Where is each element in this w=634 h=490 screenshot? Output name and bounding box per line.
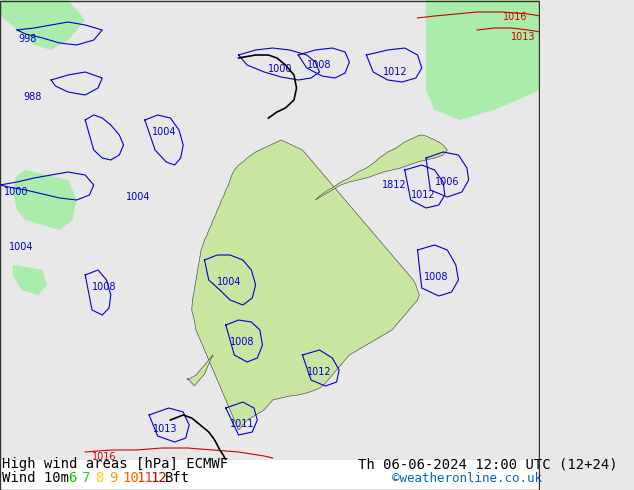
Text: 1016: 1016 <box>92 452 117 462</box>
Text: Th 06-06-2024 12:00 UTC (12+24): Th 06-06-2024 12:00 UTC (12+24) <box>358 457 618 471</box>
Text: 1013: 1013 <box>511 32 536 42</box>
Text: 1011: 1011 <box>230 419 255 429</box>
Text: 1008: 1008 <box>92 282 117 292</box>
Text: Bft: Bft <box>165 471 190 485</box>
Text: 998: 998 <box>19 34 37 44</box>
Text: 1006: 1006 <box>434 177 459 187</box>
Text: 1008: 1008 <box>307 60 331 70</box>
Text: 1004: 1004 <box>217 277 242 287</box>
Bar <box>0 460 540 490</box>
Polygon shape <box>0 0 85 50</box>
Text: 11: 11 <box>136 471 153 485</box>
Text: ©weatheronline.co.uk: ©weatheronline.co.uk <box>392 472 542 485</box>
Text: 1012: 1012 <box>411 190 436 200</box>
Text: 1008: 1008 <box>424 272 449 282</box>
Text: 10: 10 <box>123 471 139 485</box>
Text: 1012: 1012 <box>384 67 408 77</box>
Text: 988: 988 <box>24 92 42 102</box>
Polygon shape <box>426 0 540 120</box>
Text: 1000: 1000 <box>268 64 293 74</box>
Text: 1012: 1012 <box>307 367 332 377</box>
Text: 1008: 1008 <box>230 337 255 347</box>
Polygon shape <box>191 140 419 430</box>
Text: 6: 6 <box>68 471 77 485</box>
Text: 1004: 1004 <box>126 192 151 202</box>
Text: 7: 7 <box>82 471 90 485</box>
Text: High wind areas [hPa] ECMWF: High wind areas [hPa] ECMWF <box>2 457 228 471</box>
Text: 1812: 1812 <box>382 180 406 190</box>
Text: 1004: 1004 <box>152 127 176 137</box>
Text: 12: 12 <box>150 471 167 485</box>
Polygon shape <box>188 355 213 386</box>
Text: 1004: 1004 <box>8 242 33 252</box>
Text: 1013: 1013 <box>153 424 178 434</box>
Text: 1016: 1016 <box>503 12 527 22</box>
Text: 9: 9 <box>109 471 117 485</box>
Polygon shape <box>13 265 47 295</box>
Text: 1000: 1000 <box>4 187 29 197</box>
Text: Wind 10m: Wind 10m <box>2 471 68 485</box>
Polygon shape <box>13 170 77 230</box>
Bar <box>0 20 540 460</box>
Text: 8: 8 <box>96 471 104 485</box>
Polygon shape <box>315 135 448 200</box>
